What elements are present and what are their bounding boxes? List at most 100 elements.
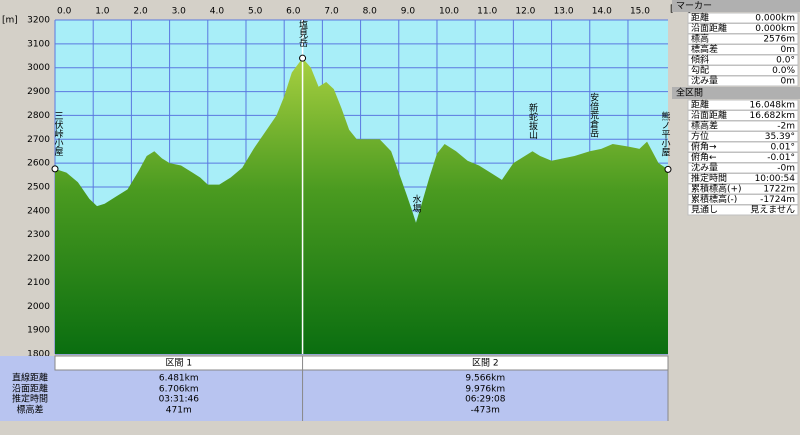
row-label: 推定時間	[12, 393, 48, 405]
panel-value: -2m	[777, 122, 795, 132]
waypoint	[51, 165, 59, 173]
panel-label: 標高差	[691, 120, 718, 132]
panel-label: 累積標高(+)	[691, 183, 742, 195]
panel-value: -0.01°	[767, 153, 795, 163]
x-tick-label: 11.0	[477, 7, 497, 17]
panel-value: 0.000km	[755, 24, 795, 34]
section-cell: 6.706km	[159, 385, 199, 395]
panel-row	[687, 204, 799, 216]
annotation: 新蛇抜山	[527, 102, 538, 139]
section-cell: -473m	[471, 406, 500, 416]
annotation: 安倍荒倉岳	[588, 91, 599, 138]
x-tick-label: 12.0	[515, 7, 535, 17]
panel-value: 0m	[781, 45, 796, 55]
panel-label: 方位	[691, 130, 709, 142]
panel-header	[672, 87, 800, 99]
panel-label: 沈み量	[691, 162, 718, 174]
panel-value: 見えません	[750, 205, 795, 216]
panel-label: 沈み量	[691, 75, 718, 87]
y-tick-label: 2100	[27, 278, 50, 288]
row-label: 沿面距離	[12, 383, 48, 395]
panel-label: 見通し	[691, 205, 718, 216]
panel-title: 全区間	[676, 87, 703, 99]
section-title: 区間 1	[165, 358, 192, 369]
x-tick-label: 9.0	[401, 7, 416, 17]
panel-label: 距離	[691, 99, 709, 111]
panel-value: 16.048km	[750, 101, 795, 111]
panel-label: 俯角→	[691, 141, 717, 153]
panel-label: 標高差	[691, 43, 718, 55]
x-tick-label: 13.0	[554, 7, 574, 17]
x-tick-label: 1.0	[95, 7, 110, 17]
panel-label: 俯角←	[691, 151, 717, 163]
table-header	[54, 355, 669, 371]
panel-title: マーカー	[676, 1, 712, 12]
y-unit: [m]	[2, 16, 18, 26]
section-title: 区間 2	[472, 358, 499, 369]
y-tick-label: 2600	[27, 159, 50, 169]
x-tick-label: 15.0	[630, 7, 650, 17]
annotation: 熊ノ平小屋	[660, 110, 671, 157]
x-tick-label: 10.0	[439, 7, 459, 17]
panel-label: 標高	[691, 33, 709, 45]
annotation: 塩見岳	[297, 19, 308, 48]
y-tick-label: 3000	[27, 63, 50, 73]
panel-label: 累積標高(-)	[691, 193, 737, 205]
panel-row	[687, 75, 799, 87]
x-tick-label: 14.0	[592, 7, 612, 17]
x-tick-label: 7.0	[324, 7, 339, 17]
panel-value: 0.0%	[772, 66, 795, 76]
y-tick-label: 2800	[27, 111, 50, 121]
x-tick-label: 4.0	[210, 7, 225, 17]
panel-value: 0.0°	[776, 56, 795, 66]
panel-value: -0m	[777, 164, 795, 174]
panel-label: 沿面距離	[691, 22, 727, 34]
elevation-area	[55, 58, 668, 355]
section-cell: 6.481km	[159, 374, 199, 384]
x-tick-label: 0.0	[57, 7, 72, 17]
section-cell: 9.566km	[465, 374, 505, 384]
x-tick-label: 2.0	[133, 7, 148, 17]
panel-header	[672, 0, 800, 12]
x-tick-label: 6.0	[286, 7, 301, 17]
panel-value: 16.682km	[750, 111, 795, 121]
y-tick-label: 2400	[27, 206, 50, 216]
panel-value: 10:00:54	[755, 174, 796, 184]
panel-value: 0.000km	[755, 14, 795, 24]
panel-label: 勾配	[691, 64, 709, 76]
section-cell: 9.976km	[465, 385, 505, 395]
y-tick-label: 2000	[27, 302, 50, 312]
y-tick-label: 2300	[27, 230, 50, 240]
y-tick-label: 1800	[27, 350, 50, 360]
annotation: 三伏峠小屋	[53, 111, 64, 157]
y-tick-label: 3200	[27, 16, 50, 26]
panel-value: 2576m	[763, 35, 795, 45]
x-tick-label: 5.0	[248, 7, 263, 17]
annotation: 水場	[410, 194, 421, 214]
panel-value: 0.01°	[770, 143, 795, 153]
section-cell: 471m	[166, 406, 192, 416]
panel-label: 沿面距離	[691, 109, 727, 121]
waypoint	[664, 165, 672, 173]
y-tick-label: 2200	[27, 254, 50, 264]
y-tick-label: 3100	[27, 39, 50, 49]
panel-value: 0m	[781, 77, 796, 87]
waypoint	[299, 54, 307, 62]
section-cell: 03:31:46	[159, 395, 200, 405]
panel-label: 距離	[691, 12, 709, 24]
y-tick-label: 2900	[27, 87, 50, 97]
row-label: 直線距離	[12, 372, 48, 384]
x-tick-label: 3.0	[172, 7, 187, 17]
panel-value: 1722m	[763, 185, 795, 195]
y-tick-label: 2500	[27, 183, 50, 193]
x-tick-label: 8.0	[363, 7, 378, 17]
y-tick-label: 2700	[27, 135, 50, 145]
panel-value: -1724m	[760, 195, 795, 205]
panel-value: 35.39°	[765, 132, 795, 142]
panel-label: 傾斜	[691, 54, 709, 66]
y-tick-label: 1900	[27, 326, 50, 336]
panel-label: 推定時間	[691, 172, 727, 184]
section-cell: 06:29:08	[465, 395, 506, 405]
